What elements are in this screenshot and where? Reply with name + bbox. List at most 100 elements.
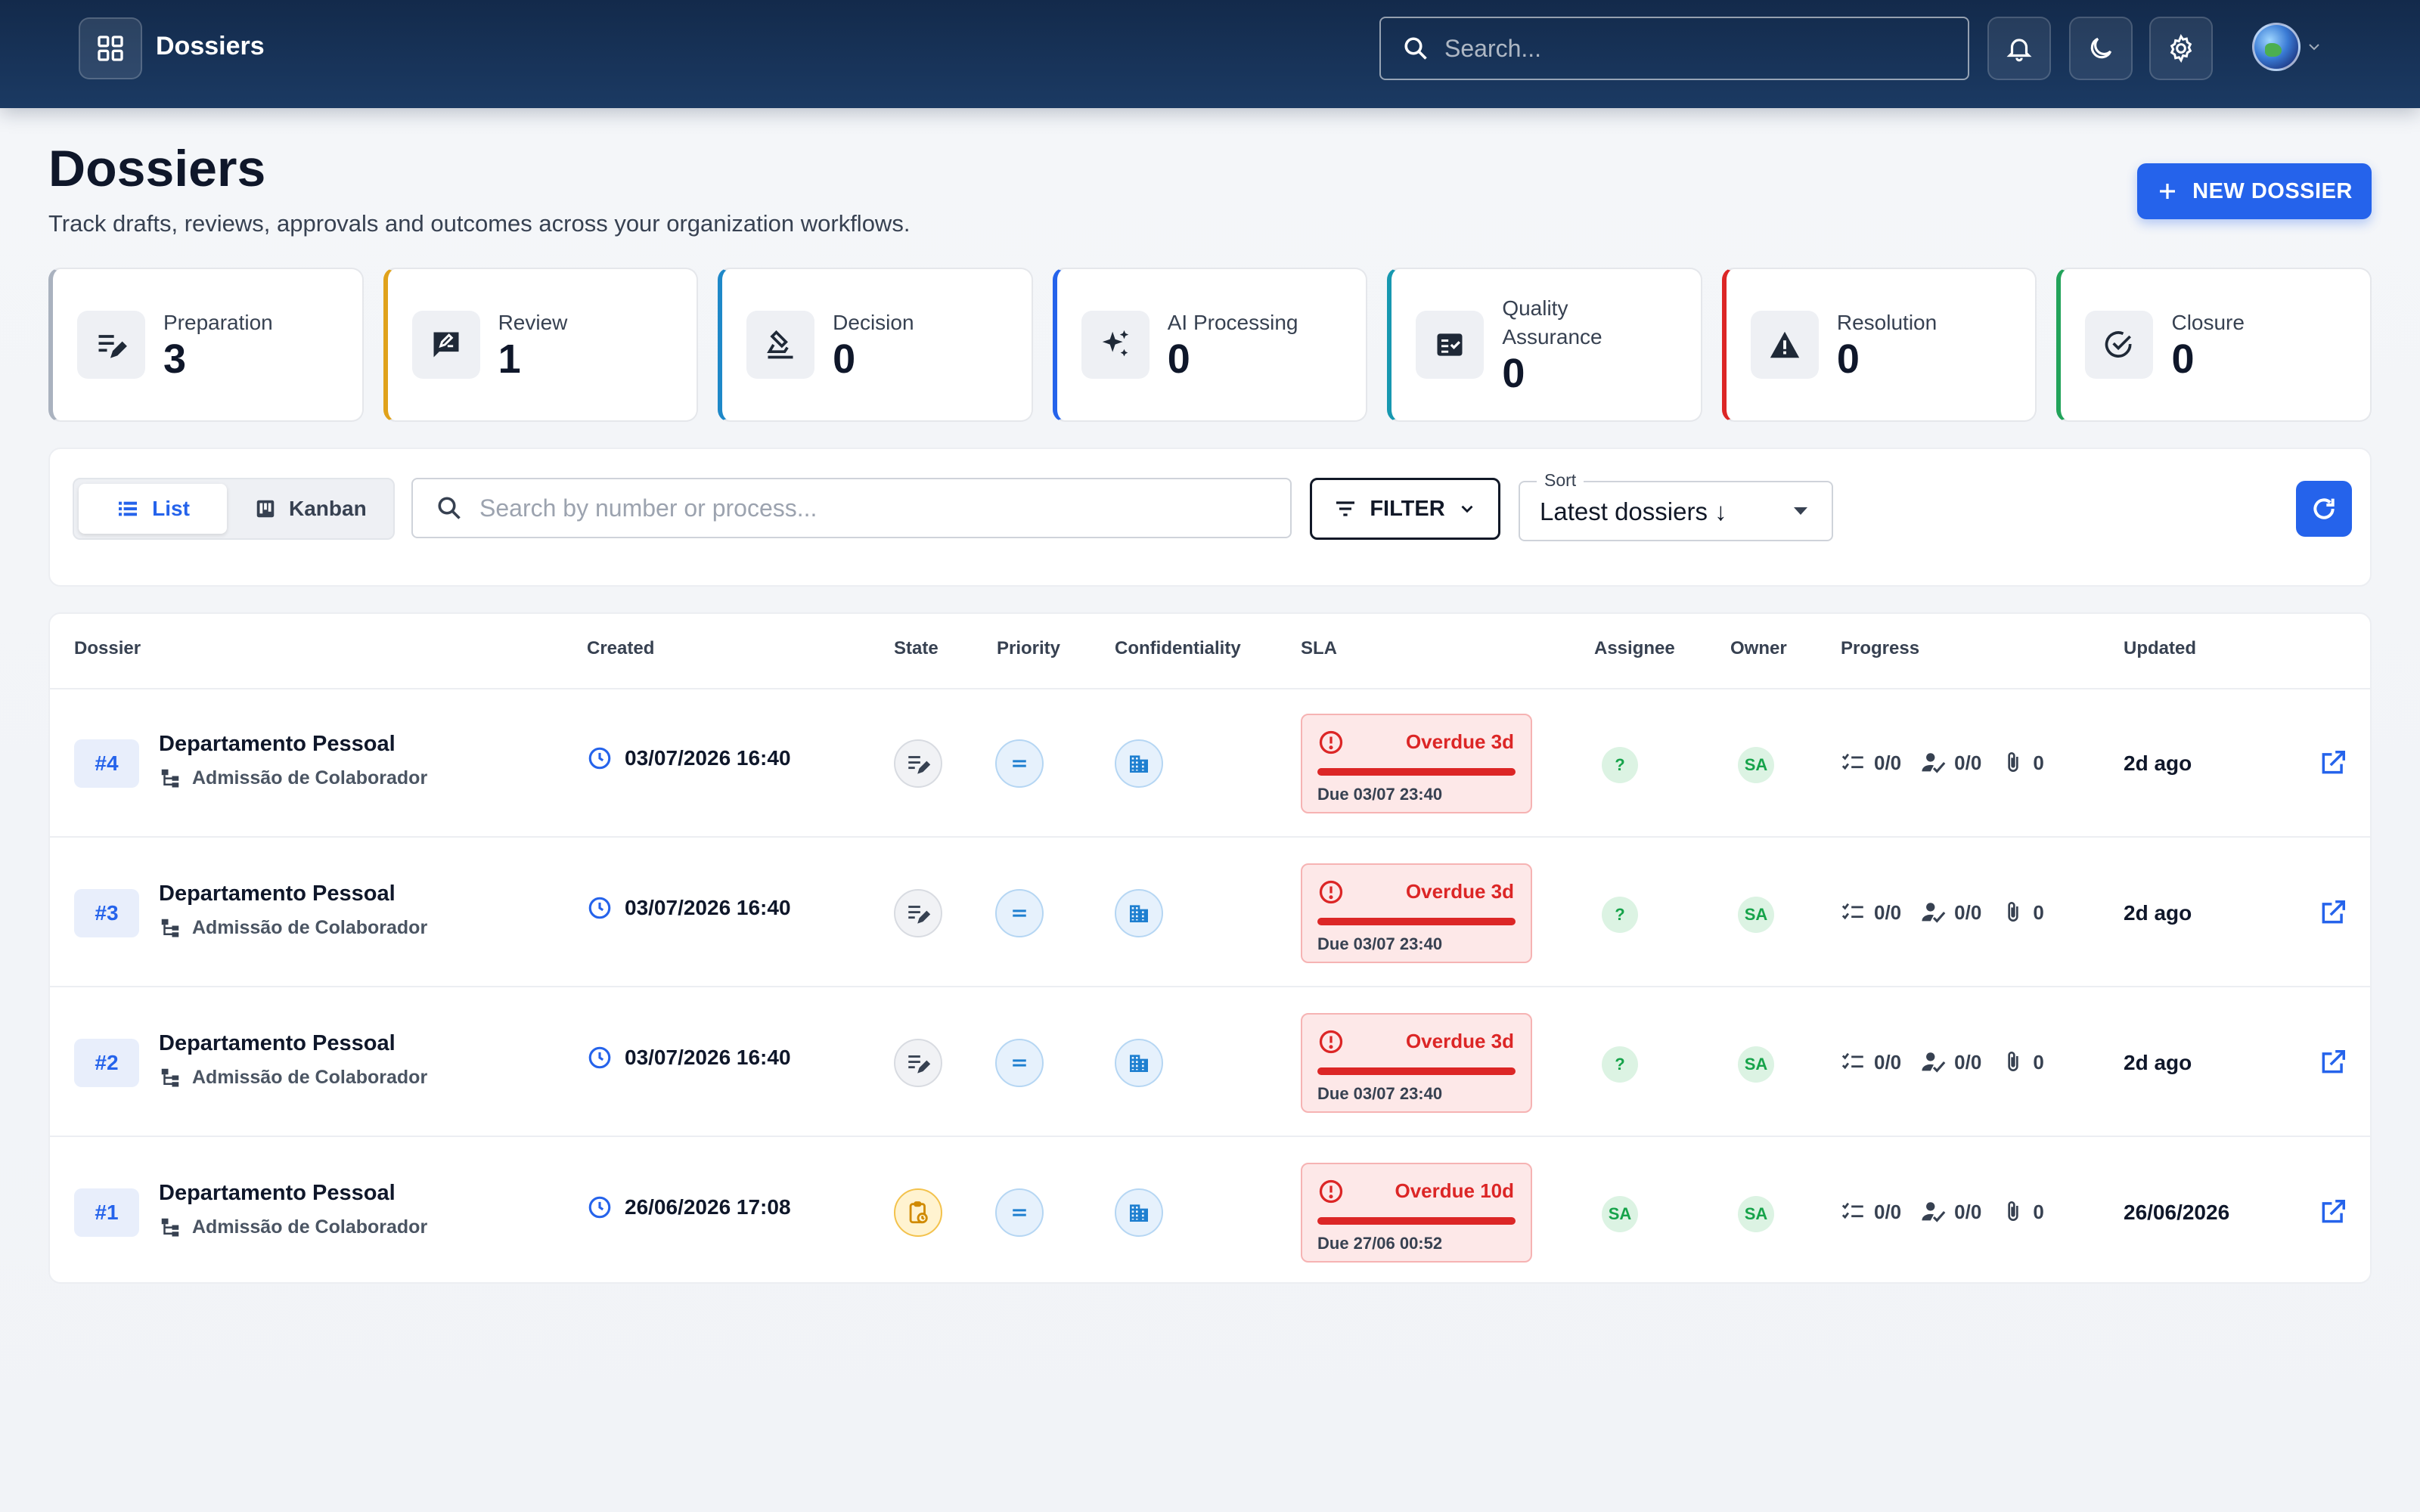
progress-summary: 0/0 0/0 0 <box>1841 750 2064 776</box>
table-row[interactable]: #1 Departamento Pessoal Admissão de Cola… <box>50 1139 2370 1282</box>
created-date: 03/07/2026 16:40 <box>587 745 791 771</box>
user-menu[interactable] <box>2252 23 2323 71</box>
open-external-icon[interactable] <box>2319 1198 2347 1226</box>
tasks-count: 0/0 <box>1874 751 1902 774</box>
attachments-count: 0 <box>2033 1050 2044 1074</box>
table-row[interactable]: #2 Departamento Pessoal Admissão de Cola… <box>50 989 2370 1137</box>
tasks-count: 0/0 <box>1874 1200 1902 1223</box>
sla-progress-bar <box>1317 1067 1516 1075</box>
assignee-avatar[interactable]: ? <box>1602 747 1638 783</box>
state-preparation-icon <box>894 1039 942 1087</box>
open-external-icon[interactable] <box>2319 748 2347 777</box>
process-name: Admissão de Colaborador <box>159 916 427 939</box>
process-name: Admissão de Colaborador <box>159 767 427 789</box>
created-date: 03/07/2026 16:40 <box>587 1045 791 1070</box>
dossier-search-input[interactable] <box>479 494 1236 522</box>
gear-icon <box>2166 33 2196 64</box>
view-kanban-button[interactable]: Kanban <box>254 484 367 534</box>
stat-card-decision[interactable]: Decision 0 <box>718 268 1033 422</box>
stat-value: 0 <box>1502 351 1525 396</box>
column-header-priority[interactable]: Priority <box>997 638 1061 658</box>
stat-label: Review <box>498 311 568 334</box>
assignee-avatar[interactable]: ? <box>1602 897 1638 933</box>
open-external-icon[interactable] <box>2319 1048 2347 1077</box>
view-list-button[interactable]: List <box>79 484 227 534</box>
attachments-count: 0 <box>2033 900 2044 924</box>
dossier-number[interactable]: #1 <box>74 1188 139 1237</box>
owner-avatar[interactable]: SA <box>1738 1196 1774 1232</box>
column-header-sla[interactable]: SLA <box>1301 638 1337 658</box>
process-label: Admissão de Colaborador <box>192 1066 428 1088</box>
search-icon <box>436 494 463 522</box>
filter-button[interactable]: FILTER <box>1310 478 1500 540</box>
new-dossier-button[interactable]: NEW DOSSIER <box>2137 163 2372 219</box>
filter-label: FILTER <box>1370 496 1445 521</box>
stat-value: 0 <box>1836 336 1860 382</box>
stat-label: Preparation <box>163 311 273 334</box>
confidentiality-building-icon <box>1115 1039 1163 1087</box>
stat-card-closure[interactable]: Closure 0 <box>2056 268 2372 422</box>
table-row[interactable]: #3 Departamento Pessoal Admissão de Cola… <box>50 839 2370 987</box>
dossier-number[interactable]: #4 <box>74 739 139 788</box>
owner-avatar[interactable]: SA <box>1738 747 1774 783</box>
refresh-button[interactable] <box>2296 481 2352 537</box>
updated-value: 2d ago <box>2124 1051 2192 1074</box>
alert-circle-icon <box>1317 1178 1345 1205</box>
global-search[interactable] <box>1379 17 1969 80</box>
column-header-assignee[interactable]: Assignee <box>1594 638 1675 658</box>
dossier-number[interactable]: #2 <box>74 1039 139 1087</box>
department-name: Departamento Pessoal <box>159 881 396 906</box>
assignee-avatar[interactable]: SA <box>1602 1196 1638 1232</box>
column-header-updated[interactable]: Updated <box>2124 638 2196 658</box>
dossier-search[interactable] <box>411 478 1292 538</box>
stat-value: 1 <box>498 336 521 382</box>
process-name: Admissão de Colaborador <box>159 1066 427 1089</box>
view-toggle: List Kanban <box>73 478 395 540</box>
column-header-confidentiality[interactable]: Confidentiality <box>1115 638 1241 658</box>
column-header-state[interactable]: State <box>894 638 939 658</box>
stat-card-preparation[interactable]: Preparation 3 <box>48 268 364 422</box>
stage-summary: Preparation 3 Review 1 Decision 0 AI Pro… <box>48 268 2372 422</box>
clock-icon <box>587 1045 613 1070</box>
stat-card-review[interactable]: Review 1 <box>383 268 699 422</box>
approvals-count: 0/0 <box>1954 751 1982 774</box>
column-header-progress[interactable]: Progress <box>1841 638 1920 658</box>
global-search-input[interactable] <box>1444 34 1928 63</box>
dossier-table: Dossier Created State Priority Confident… <box>48 612 2372 1284</box>
tasks-count: 0/0 <box>1874 900 1902 924</box>
stat-card-quality-assurance[interactable]: Quality Assurance 0 <box>1387 268 1702 422</box>
assignee-avatar[interactable]: ? <box>1602 1046 1638 1083</box>
sparkle-icon <box>1081 311 1150 379</box>
priority-medium-icon <box>995 739 1044 788</box>
alert-circle-icon <box>1317 1028 1345 1055</box>
column-header-owner[interactable]: Owner <box>1730 638 1787 658</box>
settings-button[interactable] <box>2149 17 2213 80</box>
grid-icon[interactable] <box>79 17 142 79</box>
clock-icon <box>587 895 613 921</box>
refresh-icon <box>2309 494 2339 524</box>
avatar <box>2252 23 2301 71</box>
sla-status: Overdue 3d <box>1405 730 1514 753</box>
chevron-down-icon <box>2305 38 2323 56</box>
column-header-created[interactable]: Created <box>587 638 655 658</box>
sort-select[interactable]: Sort Latest dossiers ↓ <box>1519 470 1833 541</box>
table-row[interactable]: #4 Departamento Pessoal Admissão de Cola… <box>50 689 2370 838</box>
top-bar: Dossiers <box>0 0 2420 108</box>
person-check-icon <box>1921 750 1947 776</box>
owner-avatar[interactable]: SA <box>1738 897 1774 933</box>
dossier-number[interactable]: #3 <box>74 889 139 937</box>
stat-card-resolution[interactable]: Resolution 0 <box>1721 268 2037 422</box>
state-review-clipboard-icon <box>894 1188 942 1237</box>
state-preparation-icon <box>894 889 942 937</box>
owner-avatar[interactable]: SA <box>1738 1046 1774 1083</box>
updated-value: 2d ago <box>2124 901 2192 925</box>
theme-toggle-button[interactable] <box>2069 17 2133 80</box>
notifications-button[interactable] <box>1987 17 2051 80</box>
checklist-icon <box>1841 1049 1866 1075</box>
column-header-dossier[interactable]: Dossier <box>74 638 141 658</box>
page-title: Dossiers <box>48 140 266 197</box>
created-value: 03/07/2026 16:40 <box>625 1046 791 1069</box>
stat-card-ai-processing[interactable]: AI Processing 0 <box>1052 268 1368 422</box>
open-external-icon[interactable] <box>2319 898 2347 927</box>
process-tree-icon <box>159 1216 182 1238</box>
